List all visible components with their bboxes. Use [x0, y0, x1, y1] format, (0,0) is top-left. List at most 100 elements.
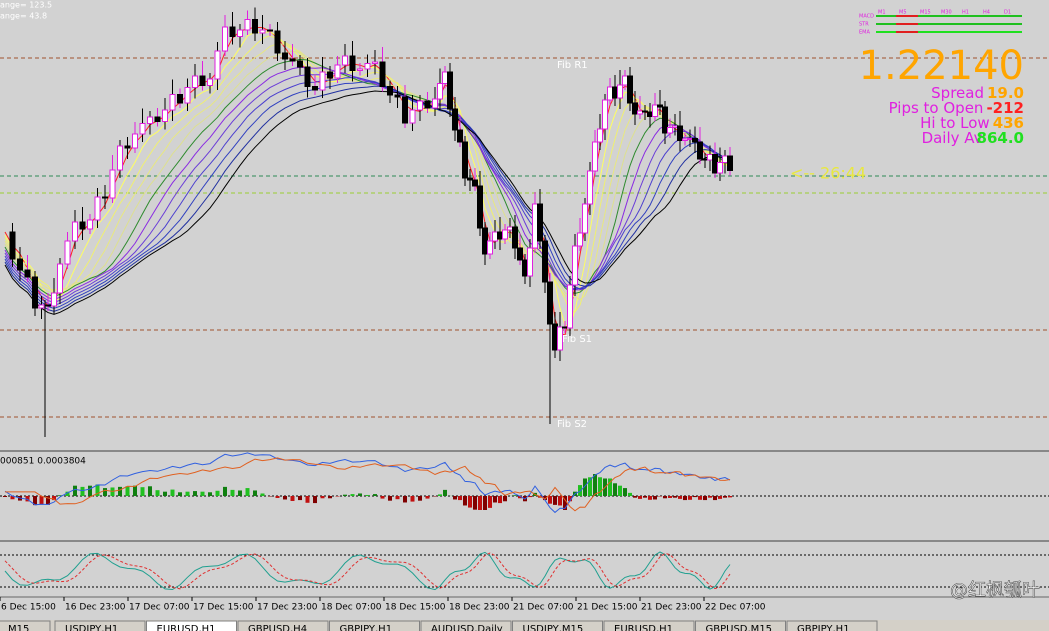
chart-tabs: M15 USDJPY,H1 EURUSD,H1 GBPUSD,H4 GBPJPY,H1 A… [0, 620, 1049, 631]
candle-body [154, 116, 161, 122]
macd-bar [563, 496, 567, 510]
macd-bar [543, 496, 547, 501]
macd-bar [438, 494, 442, 496]
candle-body [51, 292, 57, 307]
tab[interactable] [786, 620, 878, 631]
tab[interactable] [512, 620, 603, 631]
time-label: 18 Dec 07:00 [321, 603, 382, 613]
candle-body [147, 116, 153, 124]
macd-bar [52, 496, 56, 501]
macd-bar [343, 494, 347, 496]
signal-timeframe: H1 [962, 10, 969, 16]
candle-body [79, 221, 86, 230]
candle-body [437, 83, 443, 100]
candle-body [492, 231, 498, 242]
candle-body [87, 219, 93, 230]
candle-body [139, 123, 146, 135]
candle-body [229, 26, 236, 37]
candle-body [612, 86, 618, 99]
macd-bar [718, 496, 722, 499]
watermark: @红枫瓠叶 [950, 580, 1040, 601]
tab-label[interactable]: EURUSD,H1 [157, 624, 216, 631]
tab-label[interactable]: AUDUSD,Daily [431, 624, 503, 631]
macd-bar [458, 496, 462, 501]
stoch-signal [4, 552, 731, 590]
macd-bar [215, 490, 220, 496]
candle-body [237, 29, 243, 37]
macd-bar [298, 496, 302, 501]
tab[interactable] [603, 620, 695, 631]
tab-label[interactable]: USDJPY,M15 [523, 624, 584, 631]
candle-body [627, 75, 633, 104]
candle-body [442, 71, 448, 84]
stat-line: Hi to Low 436 [920, 114, 1024, 132]
macd-bar [39, 496, 44, 505]
macd-bar [253, 490, 257, 496]
candle-body [72, 221, 78, 242]
candle-body [717, 162, 723, 174]
tab[interactable] [146, 620, 237, 631]
candle-body [57, 263, 63, 294]
candle-body [244, 19, 251, 31]
tab[interactable] [420, 620, 512, 631]
bar-timer: <-- 26:44 [790, 164, 866, 183]
candle-body [467, 177, 473, 181]
tab-label[interactable]: USDJPY,H1 [65, 624, 118, 631]
macd-bar [673, 496, 677, 498]
stat-label: Hi to Low [920, 114, 990, 132]
candle-body [177, 94, 183, 104]
macd-bar [373, 494, 377, 496]
macd-bar [200, 491, 205, 496]
moving-average [4, 90, 731, 315]
candle-body [587, 170, 593, 205]
candle-body [607, 86, 613, 101]
candle-body [477, 185, 483, 229]
tab-label[interactable]: GBPUSD,M15 [706, 624, 773, 631]
signal-timeframe: H4 [983, 10, 990, 16]
macd-bar [728, 496, 732, 498]
candle-body [582, 203, 588, 234]
macd-bar [443, 489, 447, 496]
candle-body [222, 26, 228, 52]
macd-bar [548, 496, 552, 504]
tab-label[interactable]: GBPJPY,H1 [797, 624, 850, 631]
stat-label: Daily Av [922, 129, 983, 147]
stat-value: -212 [986, 99, 1024, 117]
candle-body [462, 141, 468, 179]
tab-label[interactable]: GBPUSD,H4 [248, 624, 307, 631]
candle-body [652, 104, 658, 117]
macd-bar [683, 496, 687, 501]
macd-bar [558, 496, 562, 506]
stoch-main [4, 551, 731, 591]
tab[interactable] [237, 620, 329, 631]
tab-label[interactable]: EURUSD,H1 [614, 624, 673, 631]
candle-body [662, 106, 668, 134]
candle-body [117, 145, 123, 171]
tab[interactable] [0, 620, 51, 631]
candle-body [267, 29, 273, 32]
macd-bar [498, 496, 502, 504]
tab[interactable] [695, 620, 786, 631]
candle-body [9, 231, 16, 260]
macd-bar [663, 496, 667, 499]
tab[interactable] [329, 620, 420, 631]
macd-bar [713, 496, 717, 501]
tab-label[interactable]: M15 [8, 624, 29, 631]
candle-body [712, 154, 718, 174]
macd-bar [58, 495, 62, 496]
macd-bar [463, 496, 467, 506]
candle-body [64, 240, 71, 265]
macd-bar [170, 489, 175, 496]
candle-body [109, 169, 116, 199]
macd-label: 000851 0.0003804 [0, 457, 86, 467]
tab[interactable] [54, 620, 146, 631]
tab-label[interactable]: GBPJPY,H1 [340, 624, 393, 631]
macd-bar [653, 496, 657, 500]
candle-body [632, 102, 638, 115]
candle-body [722, 155, 728, 163]
macd-bar [73, 485, 77, 496]
candle-body [487, 240, 493, 255]
candle-body [282, 52, 288, 60]
macd-bar [613, 483, 617, 496]
macd-bar [208, 492, 212, 496]
